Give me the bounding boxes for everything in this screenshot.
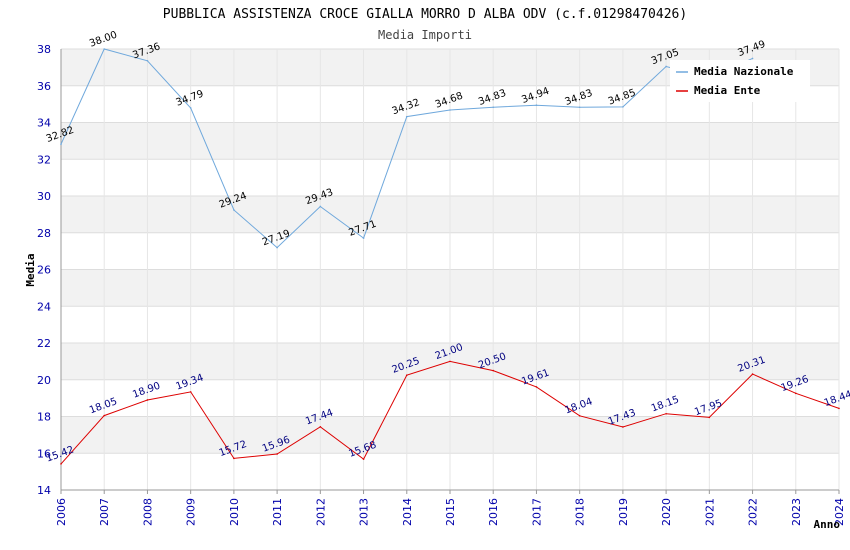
y-tick-label: 16 (37, 447, 51, 460)
axes (60, 49, 840, 494)
data-point (665, 412, 667, 415)
data-point (103, 48, 106, 50)
y-tick-label: 22 (37, 337, 51, 350)
data-point (405, 115, 408, 118)
data-point (492, 369, 495, 372)
x-tick-label: 2009 (185, 498, 198, 526)
x-tick-label: 2019 (617, 498, 630, 526)
data-point (233, 209, 235, 211)
y-axis-label: Media (24, 253, 37, 286)
data-point (492, 106, 495, 109)
data-point (319, 205, 322, 208)
data-point (838, 407, 840, 410)
data-point (751, 373, 754, 375)
x-tick-label: 2006 (55, 498, 68, 526)
data-point (622, 426, 624, 428)
x-tick-label: 2017 (530, 498, 543, 526)
x-tick-label: 2023 (790, 498, 803, 526)
data-point (103, 414, 106, 417)
x-tick-label: 2024 (833, 498, 846, 526)
data-point (362, 237, 365, 239)
x-tick-label: 2014 (401, 498, 414, 526)
x-tick-label: 2020 (660, 498, 673, 526)
x-tick-label: 2013 (358, 498, 371, 526)
data-point (189, 107, 192, 109)
legend-label-media-ente: Media Ente (694, 84, 761, 97)
data-point (319, 425, 322, 428)
data-point (794, 392, 797, 395)
y-tick-label: 28 (37, 227, 51, 240)
x-tick-label: 2022 (747, 498, 760, 526)
x-tick-labels: 2006 2007 2008 2009 2010 2011 2012 2013 2014 2015… (55, 498, 846, 526)
y-tick-label: 24 (37, 300, 51, 313)
y-tick-label: 38 (37, 43, 51, 56)
x-tick-label: 2007 (98, 498, 111, 526)
data-point (60, 143, 62, 145)
x-tick-label: 2008 (141, 498, 154, 526)
data-point (578, 414, 581, 417)
y-tick-label: 32 (37, 153, 51, 166)
x-tick-label: 2018 (574, 498, 587, 526)
x-tick-label: 2015 (444, 498, 457, 526)
data-point (405, 374, 408, 376)
legend-box (670, 60, 810, 102)
data-point (751, 57, 754, 60)
grid-lines (60, 48, 840, 491)
data-point (535, 104, 538, 107)
data-label: 38.00 (88, 30, 119, 50)
data-point (578, 106, 581, 109)
data-point (146, 59, 149, 62)
y-tick-label: 20 (37, 374, 51, 387)
y-tick-labels: 14 16 18 20 22 24 26 28 30 32 34 36 38 (37, 43, 51, 497)
y-tick-label: 30 (37, 190, 51, 203)
data-point (189, 391, 192, 393)
x-tick-label: 2010 (228, 498, 241, 526)
data-point (665, 65, 667, 68)
data-point (276, 246, 278, 249)
x-tick-label: 2016 (487, 498, 500, 526)
x-tick-label: 2011 (271, 498, 284, 526)
x-tick-label: 2021 (703, 498, 716, 526)
x-axis-label: Anno (814, 518, 841, 531)
data-point (276, 453, 278, 455)
x-tick-label: 2012 (314, 498, 327, 526)
data-point (535, 386, 538, 388)
y-tick-label: 36 (37, 80, 51, 93)
legend-label-media-nazionale: Media Nazionale (694, 65, 794, 78)
data-point (708, 416, 711, 419)
data-point (449, 360, 451, 363)
data-point (362, 458, 365, 460)
data-point (60, 463, 62, 465)
data-point (622, 106, 624, 108)
legend: Media Nazionale Media Ente (670, 60, 810, 102)
y-tick-label: 18 (37, 411, 51, 424)
data-point (233, 457, 235, 460)
chart-subtitle: Media Importi (378, 28, 472, 42)
data-point (449, 109, 451, 111)
y-tick-label: 26 (37, 264, 51, 277)
chart-title: PUBBLICA ASSISTENZA CROCE GIALLA MORRO D… (163, 7, 687, 22)
y-tick-label: 14 (37, 484, 51, 497)
data-point (146, 399, 149, 401)
y-tick-label: 34 (37, 117, 51, 130)
